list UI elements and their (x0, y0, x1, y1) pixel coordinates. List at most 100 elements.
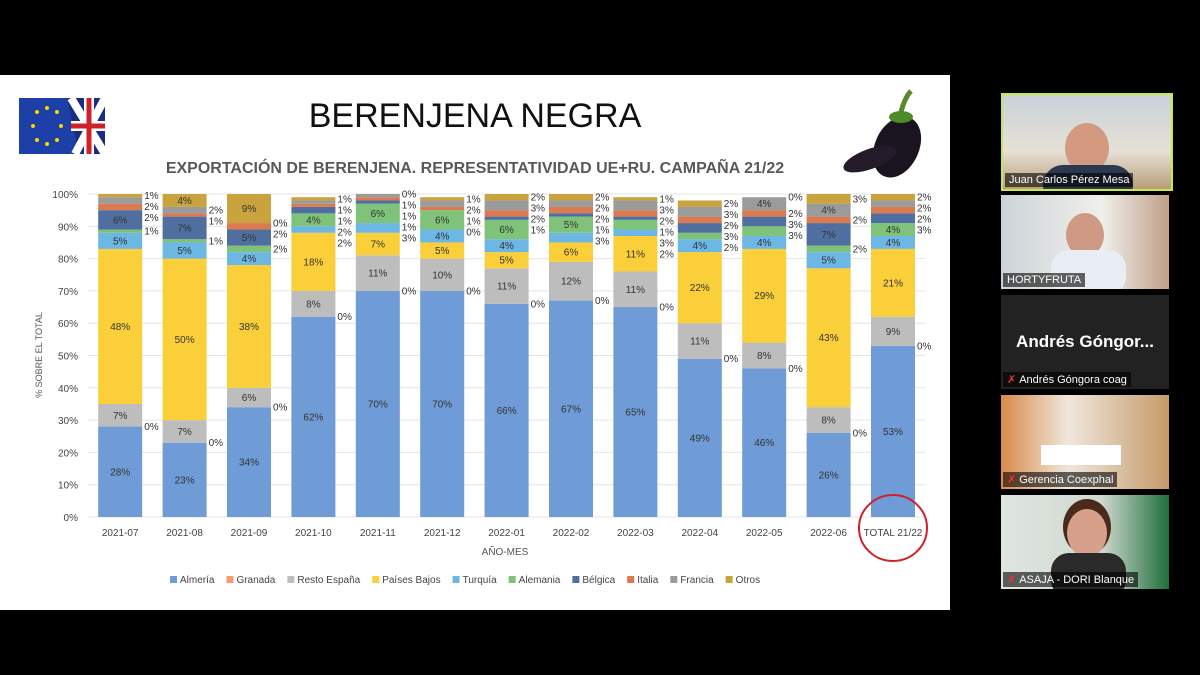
bar-segment (291, 290, 336, 317)
data-label: 1% (144, 227, 159, 238)
data-label: 6% (113, 215, 128, 226)
legend-swatch (725, 576, 733, 583)
participant-name: HORTYFRUTA (1003, 273, 1086, 287)
bar-segment (613, 216, 658, 220)
bar-segment (871, 206, 915, 214)
bar-segment (549, 206, 593, 214)
data-label: 2% (209, 206, 224, 217)
shared-slide: BERENJENA NEGRA EXPORTACIÓN DE BERENJENA… (0, 75, 950, 610)
x-tick-label: 2021-10 (295, 528, 332, 539)
data-label: 4% (886, 238, 901, 249)
data-label: 5% (177, 246, 192, 257)
bar-segment (98, 203, 143, 211)
legend-swatch (627, 576, 635, 583)
data-label: 28% (110, 467, 130, 478)
bar-segment (162, 242, 207, 259)
data-label: 2% (595, 215, 610, 226)
data-label: 2% (659, 249, 674, 260)
bar-segment (291, 316, 336, 517)
legend-entry: Otros (736, 575, 760, 586)
data-label: 1% (209, 217, 224, 228)
data-label: 8% (821, 416, 836, 427)
bar-segment (98, 232, 143, 249)
slide-title: BERENJENA NEGRA (308, 97, 642, 135)
bar-segment (871, 316, 915, 346)
participant-tile[interactable]: Juan Carlos Pérez Mesa (1001, 93, 1173, 191)
muted-mic-icon: ✗ (1007, 374, 1017, 386)
bar-segment (806, 194, 851, 204)
data-label: 0% (209, 438, 224, 449)
bar-segment (742, 368, 787, 517)
bar-segment (227, 407, 271, 517)
bar-segment (484, 303, 529, 517)
bar-segment (227, 229, 271, 246)
muted-mic-icon: ✗ (1007, 474, 1017, 486)
highlight-circle (858, 494, 928, 562)
data-label: 21% (883, 278, 903, 289)
data-label: 70% (368, 399, 388, 410)
data-label: 11% (690, 336, 709, 347)
data-label: 4% (757, 199, 772, 210)
data-label: 0% (788, 364, 803, 375)
data-label: 2% (273, 230, 288, 241)
data-label: 3% (659, 238, 674, 249)
data-label: 9% (886, 327, 901, 338)
bar-segment (871, 345, 915, 517)
legend-entry: Italia (637, 575, 659, 586)
data-label: 4% (435, 231, 450, 242)
bar-segment (355, 255, 400, 291)
data-label: 0% (466, 286, 481, 297)
bar-segment (162, 258, 207, 421)
x-tick-label: 2021-07 (102, 528, 139, 539)
bar-segment (291, 203, 336, 207)
legend-entry: Almería (180, 575, 215, 586)
participant-name: ASAJA - DORI Blanque (1019, 574, 1135, 586)
bar-segment (162, 216, 207, 240)
data-label: 2% (659, 216, 674, 227)
y-tick-label: 80% (58, 255, 78, 266)
y-tick-label: 30% (58, 416, 78, 427)
bar-segment (742, 197, 787, 211)
data-label: 2% (531, 215, 546, 226)
bar-segment (355, 203, 400, 224)
bar-segment (484, 268, 529, 304)
eu-uk-flag-logo (19, 98, 105, 154)
bar-segment (871, 248, 915, 317)
bar-segment (484, 216, 529, 220)
data-label: 1% (466, 216, 481, 227)
data-label: 22% (690, 283, 710, 294)
bar-segment (98, 426, 143, 517)
bar-segment (98, 197, 143, 204)
bar-segment (291, 213, 336, 227)
data-label: 8% (757, 351, 772, 362)
bar-segment (98, 248, 143, 404)
bar-segment (871, 194, 915, 201)
data-label: 1% (531, 226, 546, 237)
participant-tile[interactable]: ✗ ASAJA - DORI Blanque (1001, 495, 1169, 589)
data-label: 2% (724, 243, 739, 254)
data-label: 48% (110, 322, 130, 333)
bar-segment (291, 197, 336, 201)
participant-tile[interactable]: Andrés Góngor... ✗ Andrés Góngora coag (1001, 295, 1169, 389)
data-label: 66% (497, 406, 517, 417)
participant-name: Juan Carlos Pérez Mesa (1005, 173, 1134, 187)
bar-segment (613, 210, 658, 217)
data-label: 46% (754, 438, 774, 449)
data-label: 2% (917, 193, 932, 204)
data-label: 2% (595, 204, 610, 215)
bar-segment (227, 194, 271, 224)
bar-segment (420, 290, 465, 517)
data-label: 50% (175, 335, 195, 346)
bar-segment (871, 223, 915, 236)
participant-tile[interactable]: HORTYFRUTA (1001, 195, 1169, 289)
x-tick-label: 2021-12 (424, 528, 461, 539)
bar-segment (742, 210, 787, 217)
data-label: 0% (917, 341, 932, 352)
participant-tile[interactable]: ✗ Gerencia Coexphal (1001, 395, 1169, 489)
bar-segment (613, 235, 658, 272)
eggplant-image (843, 89, 922, 178)
bar-segment (613, 307, 658, 517)
y-tick-label: 90% (58, 222, 78, 233)
y-tick-label: 20% (58, 448, 78, 459)
bar-segment (677, 216, 722, 224)
